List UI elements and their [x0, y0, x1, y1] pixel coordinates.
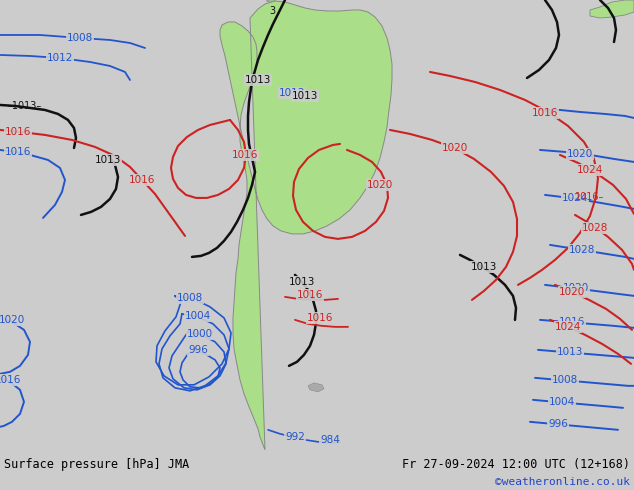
Text: 1024: 1024 — [562, 193, 588, 203]
Text: 1016: 1016 — [129, 175, 155, 185]
Text: 1013: 1013 — [471, 262, 497, 272]
Text: 1013: 1013 — [289, 277, 315, 287]
Text: ©weatheronline.co.uk: ©weatheronline.co.uk — [495, 477, 630, 487]
Text: 996: 996 — [188, 345, 208, 355]
Text: 1013: 1013 — [279, 88, 305, 98]
Text: 1008: 1008 — [177, 293, 203, 303]
Text: 1020: 1020 — [367, 180, 393, 190]
Text: 1020: 1020 — [559, 287, 585, 297]
Text: 1016–: 1016– — [575, 192, 605, 202]
Text: 1016: 1016 — [532, 108, 558, 118]
Polygon shape — [220, 1, 392, 450]
Text: 1020: 1020 — [563, 283, 589, 293]
Text: Fr 27-09-2024 12:00 UTC (12+168): Fr 27-09-2024 12:00 UTC (12+168) — [402, 458, 630, 471]
Text: 1024: 1024 — [555, 322, 581, 332]
Text: 1008: 1008 — [67, 33, 93, 43]
Text: 996: 996 — [548, 419, 568, 429]
Text: 1016: 1016 — [0, 375, 21, 385]
Text: –1013–: –1013– — [8, 101, 42, 111]
Text: 1016: 1016 — [307, 313, 333, 323]
Text: 1020: 1020 — [442, 143, 468, 153]
Polygon shape — [590, 0, 634, 18]
Text: 1013: 1013 — [95, 155, 121, 165]
Text: Surface pressure [hPa] JMA: Surface pressure [hPa] JMA — [4, 458, 190, 471]
Polygon shape — [308, 383, 324, 392]
Text: 3: 3 — [269, 6, 275, 16]
Text: 992: 992 — [285, 432, 305, 442]
Text: 1016: 1016 — [232, 150, 258, 160]
Text: 1016: 1016 — [297, 290, 323, 300]
Text: 1028: 1028 — [569, 245, 595, 255]
Text: 1024: 1024 — [577, 165, 603, 175]
Text: 1012: 1012 — [47, 53, 73, 63]
Text: 1016: 1016 — [5, 147, 31, 157]
Text: 1013: 1013 — [245, 75, 271, 85]
Text: 1020: 1020 — [0, 315, 25, 325]
Text: 1004: 1004 — [185, 311, 211, 321]
Text: 1000: 1000 — [187, 329, 213, 339]
Text: 1008: 1008 — [552, 375, 578, 385]
Text: 1028: 1028 — [582, 223, 608, 233]
Text: 1016: 1016 — [559, 317, 585, 327]
Text: 1020: 1020 — [567, 149, 593, 159]
Polygon shape — [266, 0, 275, 2]
Text: 1013: 1013 — [292, 91, 318, 101]
Text: 1004: 1004 — [549, 397, 575, 407]
Text: 1016: 1016 — [5, 127, 31, 137]
Text: 984: 984 — [320, 435, 340, 445]
Text: 1013: 1013 — [557, 347, 583, 357]
